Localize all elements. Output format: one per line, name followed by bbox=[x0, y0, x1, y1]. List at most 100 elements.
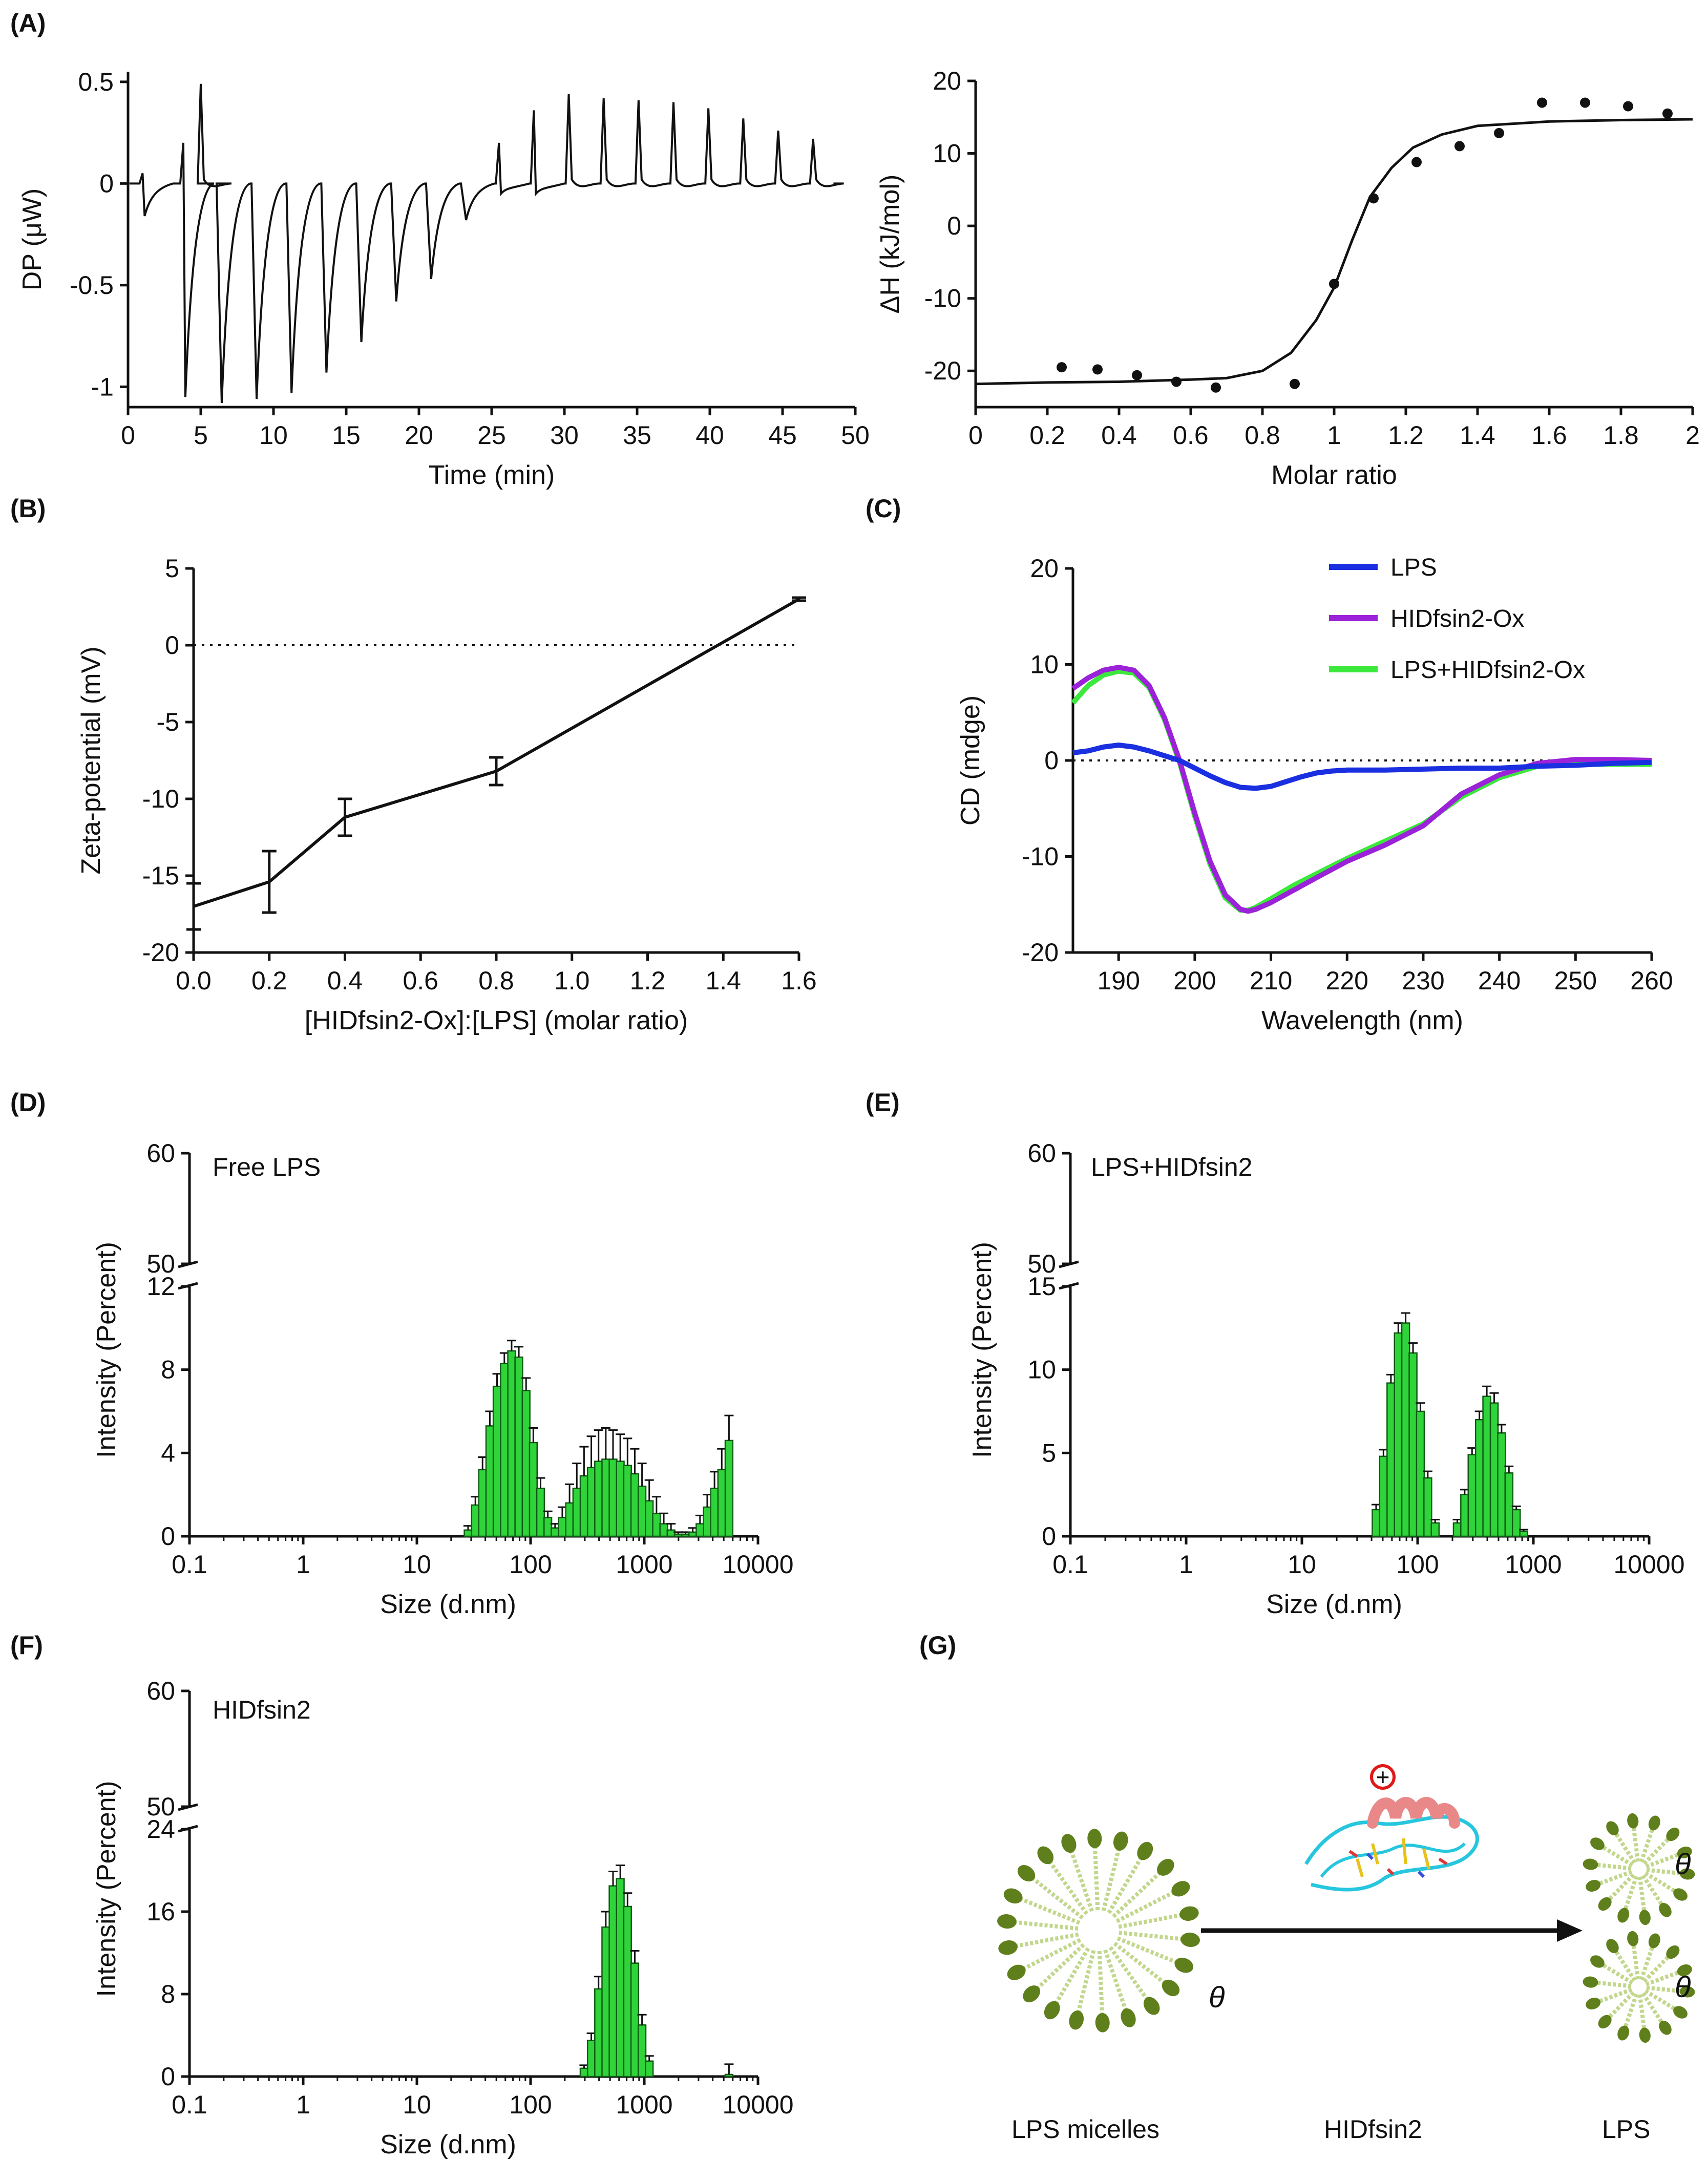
histogram-bar bbox=[1474, 1419, 1484, 1537]
lipid-head bbox=[1679, 1986, 1695, 1998]
y-tick-label: 60 bbox=[1027, 1139, 1056, 1168]
chart-circular-dichroism: 190 200 210 220 230 240 250 260 20 10 0 -10 -20 Wavel… bbox=[956, 554, 1673, 1035]
peptide-structure-icon bbox=[1304, 1797, 1479, 1892]
x-axis-title: Time (min) bbox=[429, 460, 555, 490]
histogram-bar bbox=[1460, 1494, 1469, 1537]
lipid-tail bbox=[1596, 1960, 1634, 1985]
histogram-bar bbox=[529, 1442, 538, 1537]
thermogram-trace bbox=[129, 83, 844, 404]
x-tick-label: 1.2 bbox=[630, 966, 666, 995]
x-tick-label: 230 bbox=[1402, 966, 1444, 995]
lipid-tail bbox=[1642, 1951, 1675, 1983]
histogram-bar bbox=[1430, 1522, 1440, 1537]
y-tick-label: -10 bbox=[142, 785, 179, 813]
y-tick-label: 10 bbox=[1027, 1356, 1056, 1384]
x-tick-label: 50 bbox=[841, 421, 870, 450]
y-tick-label: -1 bbox=[91, 372, 114, 401]
panel-label-c: (C) bbox=[866, 494, 901, 523]
histogram-bar bbox=[710, 1488, 719, 1537]
series-line-hidfsin2-ox bbox=[1071, 665, 1652, 914]
histogram-bar bbox=[724, 1439, 734, 1537]
lipid-head bbox=[1087, 1829, 1102, 1849]
chart-itc-thermogram: 0 5 10 15 20 25 30 35 40 45 50 0.5 0 -0.5 -1 Time (min)… bbox=[17, 68, 870, 490]
x-tick-label: 0.1 bbox=[1052, 1550, 1088, 1579]
x-tick-label: 1.4 bbox=[705, 966, 741, 995]
lipid-head bbox=[1673, 2006, 1688, 2019]
lipid-tail bbox=[1642, 1833, 1675, 1866]
lipid-head bbox=[1113, 1831, 1128, 1851]
legend-cd: LPS HIDfsin2-Ox LPS+HIDfsin2-Ox bbox=[1329, 554, 1585, 684]
y-axis-title: ΔH (kJ/mol) bbox=[875, 175, 905, 314]
histogram-bar bbox=[1416, 1410, 1425, 1537]
x-tick-label: 0.4 bbox=[1101, 421, 1137, 450]
lipid-head bbox=[1677, 1964, 1692, 1977]
x-tick-label: 0.6 bbox=[403, 966, 438, 995]
y-tick-label: 16 bbox=[146, 1897, 175, 1926]
histogram-bar bbox=[565, 1502, 574, 1537]
histogram-bar bbox=[478, 1469, 487, 1537]
fit-curve bbox=[975, 118, 1693, 386]
histogram-bar bbox=[645, 1500, 654, 1537]
data-point bbox=[1368, 193, 1379, 204]
y-tick-label: 8 bbox=[161, 1980, 175, 2008]
panel-label-g: (G) bbox=[919, 1631, 956, 1660]
lipid-tail bbox=[1116, 1936, 1185, 1967]
x-tick-label: 15 bbox=[332, 421, 361, 450]
lipid-head bbox=[1003, 1888, 1023, 1904]
lipid-tail bbox=[1611, 1945, 1637, 1982]
chart-zeta-potential: 0.0 0.2 0.4 0.6 0.8 1.0 1.2 1.4 1.6 5 0 -5 -10 -15 -20… bbox=[76, 554, 817, 1035]
x-tick-label: 220 bbox=[1326, 966, 1368, 995]
y-tick-label: 0 bbox=[99, 169, 114, 198]
histogram-bar bbox=[616, 1878, 625, 2078]
lipid-head bbox=[1679, 1868, 1695, 1880]
histogram-bar bbox=[645, 2060, 654, 2078]
data-point bbox=[1537, 97, 1547, 108]
lipid-tail bbox=[1103, 1949, 1130, 2019]
y-tick-label: -20 bbox=[924, 356, 961, 385]
lipid-head bbox=[1179, 1906, 1199, 1921]
x-tick-label: 260 bbox=[1630, 966, 1673, 995]
x-tick-label: 100 bbox=[509, 1550, 552, 1579]
lipid-head bbox=[1677, 1847, 1692, 1859]
histogram-bar bbox=[471, 1504, 480, 1537]
x-tick-label: 35 bbox=[623, 421, 651, 450]
histogram-bar bbox=[637, 1486, 647, 1537]
negative-charge-icon-1: θ bbox=[1209, 1981, 1225, 2014]
lipid-head bbox=[1659, 2020, 1672, 2035]
x-tick-label: 200 bbox=[1173, 966, 1216, 995]
y-tick-label: 60 bbox=[146, 1139, 175, 1168]
histogram-bar bbox=[1467, 1454, 1477, 1537]
histogram-bar bbox=[608, 1885, 618, 2078]
lipid-tail bbox=[1603, 1991, 1635, 2023]
histogram-bar bbox=[1452, 1522, 1462, 1537]
histogram-bar bbox=[586, 2040, 596, 2078]
lipid-tail bbox=[1611, 1827, 1637, 1864]
lipid-head bbox=[1069, 2010, 1084, 2030]
lipid-tail bbox=[1097, 1951, 1105, 2023]
y-tick-label: 20 bbox=[1030, 554, 1059, 583]
lipid-tail bbox=[1637, 1876, 1647, 1918]
lipid-head bbox=[1180, 1932, 1200, 1947]
lipid-tail bbox=[1007, 1932, 1079, 1950]
lipid-tail bbox=[1621, 1875, 1639, 1916]
x-axis-title: Molar ratio bbox=[1271, 460, 1397, 490]
lipid-head bbox=[1583, 1858, 1598, 1870]
histogram-bar bbox=[485, 1425, 495, 1537]
histogram-bar bbox=[601, 1458, 610, 1537]
y-axis-title: Intensity (Percent) bbox=[92, 1242, 121, 1458]
lipid-head bbox=[1121, 2008, 1136, 2027]
plus-symbol: + bbox=[1376, 1764, 1390, 1790]
x-tick-label: 10000 bbox=[722, 1550, 793, 1579]
x-tick-label: 250 bbox=[1554, 966, 1597, 995]
panel-label-a: (A) bbox=[10, 9, 46, 37]
lps-micelle-small-icon bbox=[1583, 1813, 1695, 1925]
annotation-lps-hidfsin2: LPS+HIDfsin2 bbox=[1091, 1153, 1252, 1181]
y-tick-label: 24 bbox=[146, 1815, 175, 1844]
x-tick-label: 1.2 bbox=[1388, 421, 1424, 450]
y-tick-label: -15 bbox=[142, 861, 179, 890]
legend-label-lps-hidfsin2-ox: LPS+HIDfsin2-Ox bbox=[1390, 657, 1585, 684]
histogram-bar bbox=[543, 1517, 553, 1537]
x-tick-label: 1.6 bbox=[781, 966, 817, 995]
label-lps: LPS bbox=[1602, 2115, 1651, 2144]
histogram-bar bbox=[551, 1527, 560, 1537]
